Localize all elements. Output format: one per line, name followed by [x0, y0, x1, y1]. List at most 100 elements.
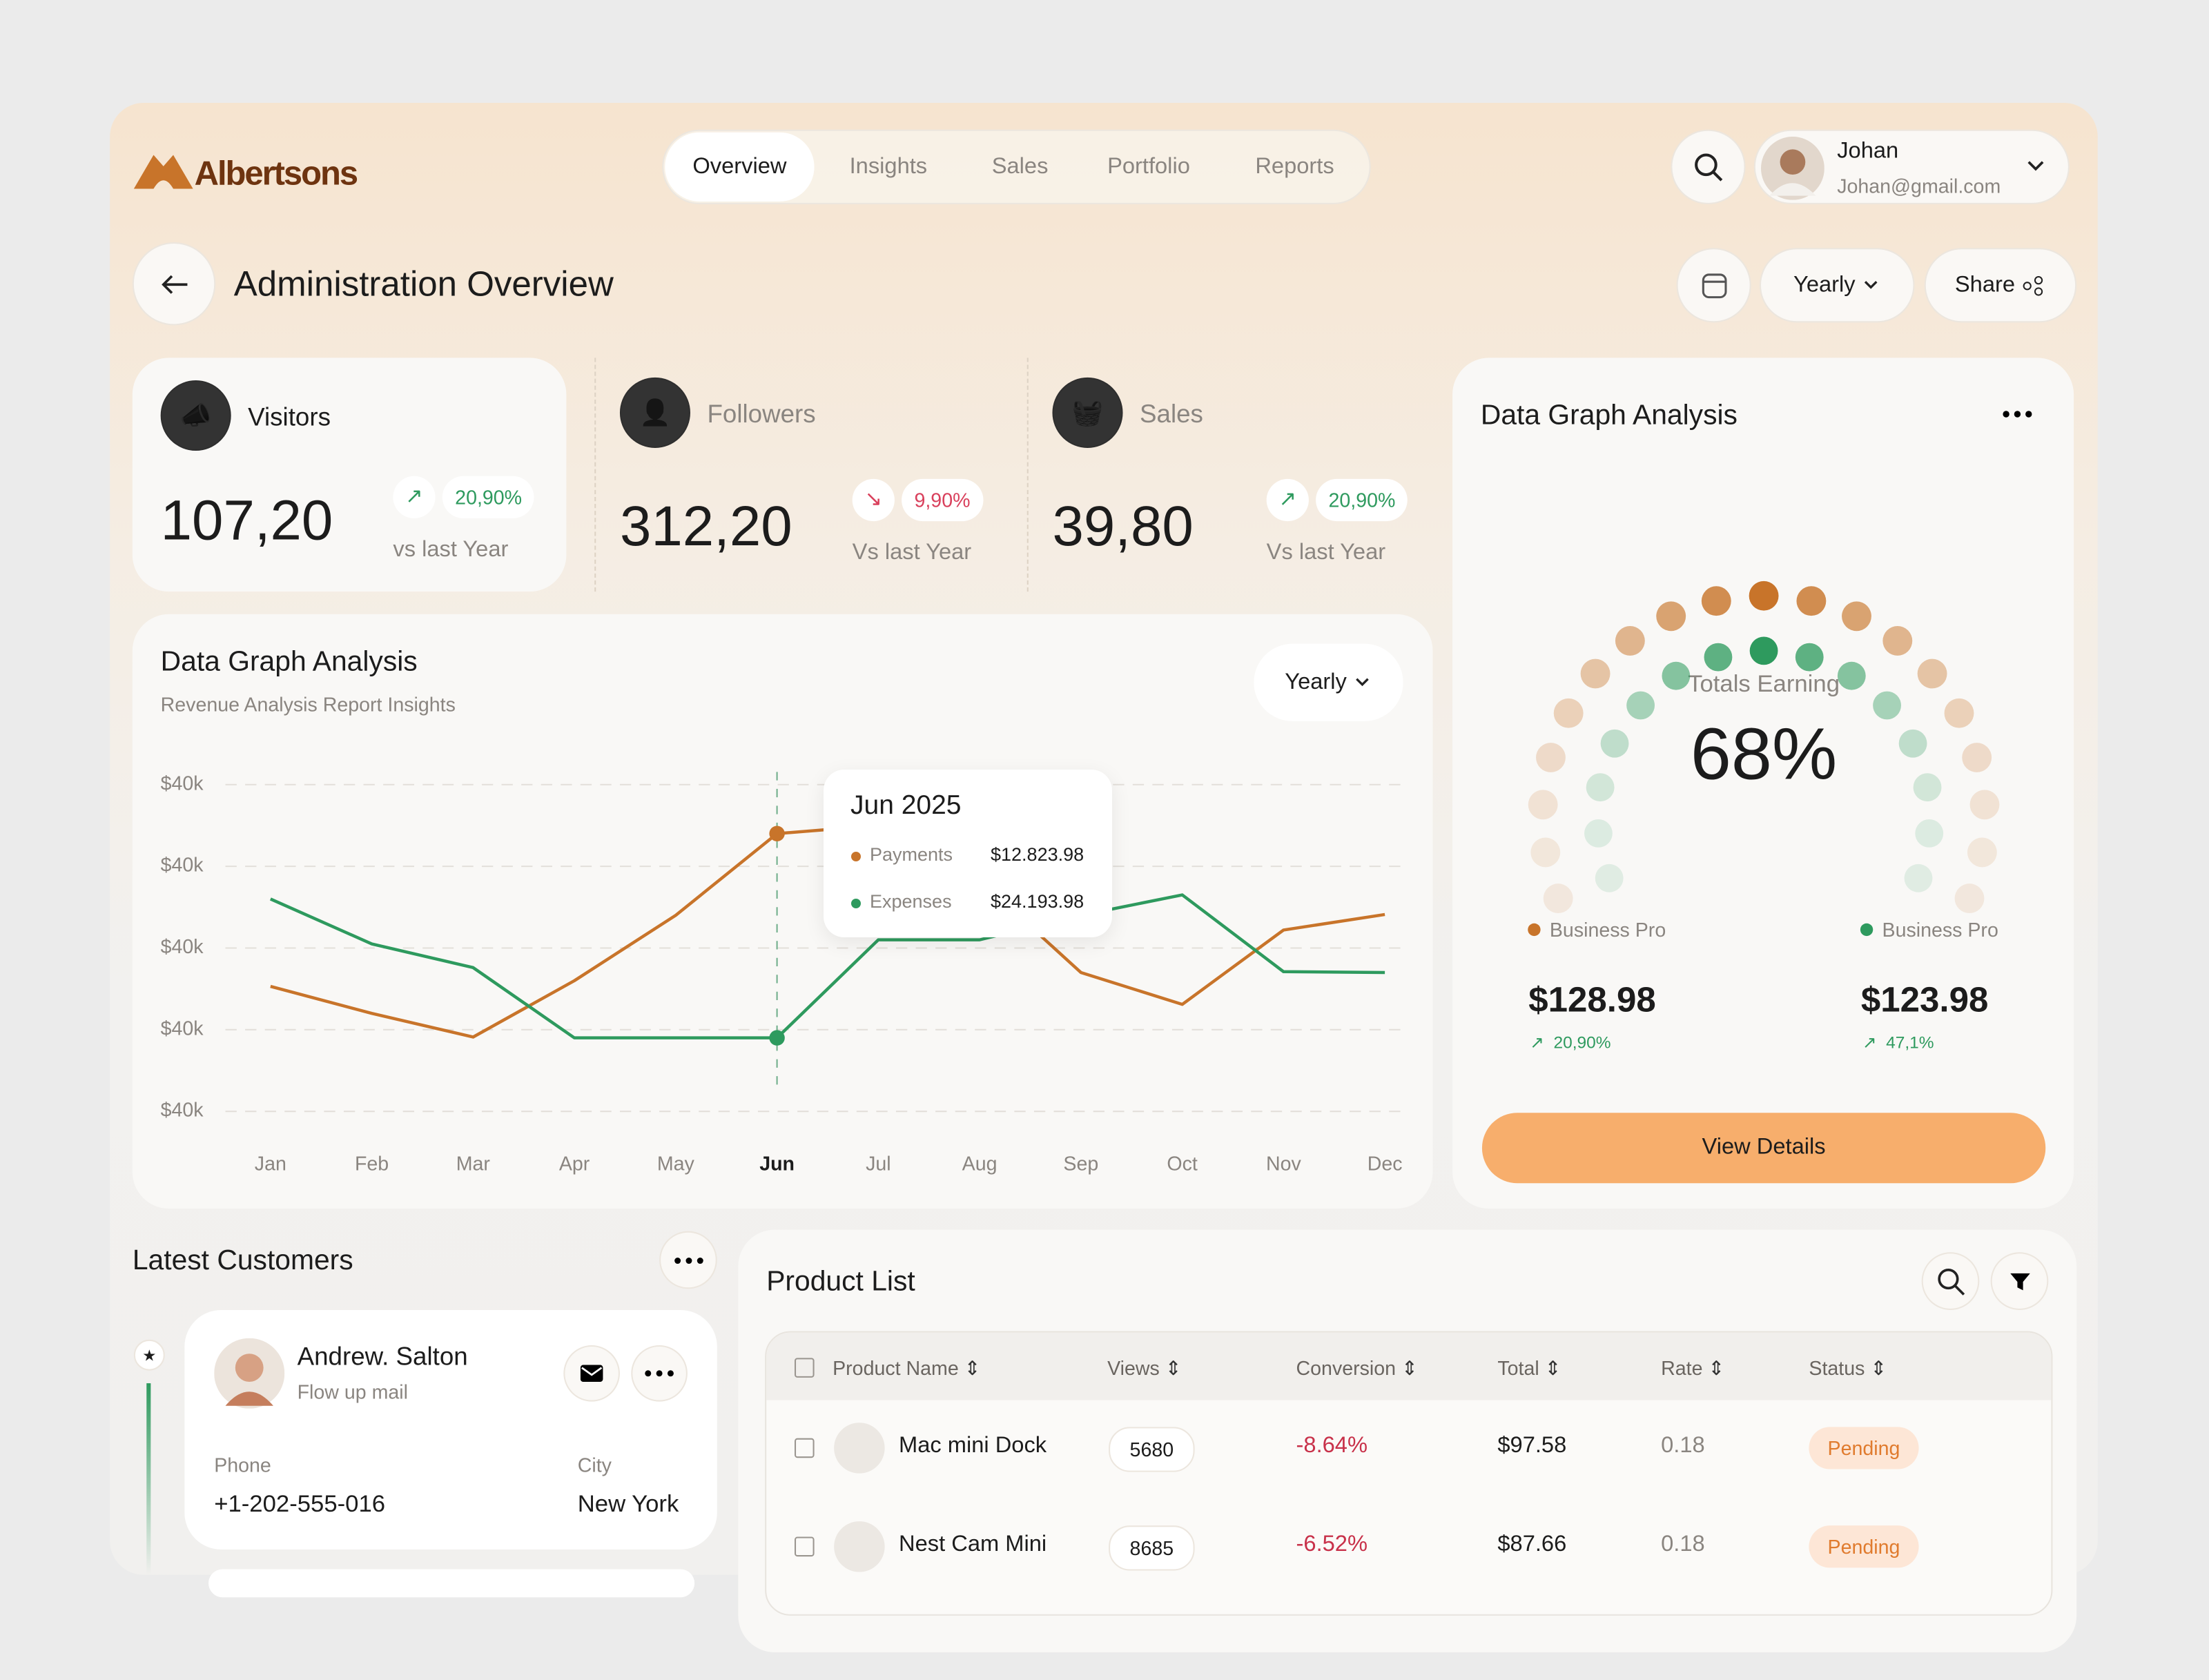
column-header[interactable]: Product Name ⇕ — [833, 1356, 981, 1379]
chart-card — [132, 614, 1433, 1209]
period-label[interactable]: Yearly — [1285, 670, 1347, 694]
x-tick-label: Aug — [962, 1153, 998, 1175]
back-button[interactable] — [132, 242, 216, 326]
gauge-dot — [1795, 643, 1824, 672]
chart-period-select[interactable]: Yearly — [1254, 643, 1403, 721]
customers-title: Latest Customers — [132, 1245, 353, 1276]
chart-subtitle: Revenue Analysis Report Insights — [160, 693, 456, 716]
gauge-dot — [1580, 658, 1610, 689]
kpi-note: vs last Year — [393, 538, 509, 563]
column-header[interactable]: Conversion ⇕ — [1296, 1356, 1418, 1379]
gauge-dot — [1842, 601, 1871, 632]
nav-label[interactable]: Overview — [692, 154, 787, 179]
y-tick-label: $40k — [161, 936, 204, 958]
gauge-dot — [1615, 626, 1645, 656]
sort-icon[interactable]: ⇕ — [1396, 1356, 1418, 1379]
gauge-dot — [1898, 729, 1927, 758]
column-header[interactable]: Views ⇕ — [1107, 1356, 1182, 1379]
gauge-dot — [1530, 837, 1561, 868]
sort-icon[interactable]: ⇕ — [958, 1356, 981, 1379]
filter-button[interactable] — [1990, 1252, 2049, 1310]
gauge-dot — [1915, 819, 1944, 848]
chevron — [2027, 161, 2044, 171]
calendar-button[interactable] — [1676, 248, 1751, 323]
customer-card-next — [208, 1569, 695, 1598]
x-tick-label: Apr — [559, 1153, 590, 1175]
button-label[interactable]: View Details — [1702, 1135, 1826, 1160]
product-total: $97.58 — [1497, 1434, 1567, 1458]
sort-icon[interactable]: ⇕ — [1865, 1356, 1887, 1379]
tooltip-value: $12.823.98 — [991, 844, 1084, 865]
gauge-dot — [1954, 883, 1985, 914]
nav-item[interactable]: Insights — [849, 155, 928, 179]
kpi-icon: 👤 — [619, 377, 690, 448]
legend-dot — [1528, 923, 1541, 937]
user-avatar — [1761, 136, 1824, 200]
x-tick-label: Sep — [1063, 1153, 1098, 1175]
nav-item[interactable]: Portfolio — [1107, 155, 1190, 179]
logo-text: Albertsons — [194, 155, 358, 193]
mail-button[interactable] — [563, 1345, 620, 1402]
gauge-dot — [1969, 790, 2000, 820]
search-button[interactable] — [1671, 129, 1746, 204]
search-button[interactable] — [1921, 1252, 1980, 1310]
column-header[interactable]: Status ⇕ — [1809, 1356, 1887, 1379]
product-rate: 0.18 — [1661, 1434, 1705, 1458]
change-value: 47,1% — [1886, 1032, 1934, 1053]
tooltip-dots — [851, 852, 861, 908]
nav-item[interactable]: Overview — [665, 132, 815, 202]
more-button[interactable] — [659, 1231, 717, 1289]
divider — [594, 358, 596, 592]
sort-icon[interactable]: ⇕ — [1159, 1356, 1182, 1379]
gauge-dot — [1796, 586, 1827, 616]
share-label[interactable]: Share — [1954, 272, 2016, 297]
x-tick-label: Nov — [1266, 1153, 1302, 1175]
checkbox[interactable] — [795, 1358, 815, 1378]
x-tick-label: Jun — [759, 1153, 795, 1175]
sort-icon[interactable]: ⇕ — [1702, 1356, 1725, 1379]
nav-item[interactable]: Sales — [991, 155, 1049, 179]
y-tick-label: $40k — [161, 854, 204, 877]
gauge-dot — [1528, 790, 1558, 820]
checkbox[interactable] — [795, 1536, 815, 1557]
nav-item[interactable]: Reports — [1255, 155, 1334, 179]
search-icon — [1937, 1267, 1965, 1295]
period-label[interactable]: Yearly — [1793, 272, 1856, 297]
more-button[interactable] — [2001, 409, 2034, 420]
dots-icon — [645, 1370, 674, 1377]
field-label: Phone — [214, 1454, 271, 1476]
checkbox[interactable] — [795, 1438, 815, 1458]
period-select[interactable]: Yearly — [1759, 248, 1915, 323]
kpi-value: 39,80 — [1052, 496, 1194, 558]
kpi-note: Vs last Year — [852, 540, 972, 565]
product-name: Nest Cam Mini — [899, 1532, 1047, 1557]
customer-avatar — [214, 1338, 285, 1409]
x-tick-label: Mar — [456, 1153, 491, 1175]
gauge-dot — [1662, 661, 1691, 690]
tooltip: Jun 2025 Payments $12.823.98 Expenses $2… — [824, 770, 1112, 937]
column-header[interactable]: Total ⇕ — [1497, 1356, 1561, 1379]
column-header[interactable]: Rate ⇕ — [1661, 1356, 1725, 1379]
calendar-icon — [1701, 273, 1726, 298]
table-header — [766, 1332, 2052, 1400]
earnings-change: ↗ 20,90% — [1530, 1032, 1611, 1053]
product-status: Pending — [1809, 1427, 1919, 1469]
gauge-dot — [1962, 743, 1992, 772]
more-button[interactable] — [631, 1345, 688, 1402]
sort-icon[interactable]: ⇕ — [1539, 1356, 1561, 1379]
gauge-dot — [1701, 586, 1731, 616]
earnings-card — [1452, 358, 2074, 1209]
view-details-button[interactable]: View Details — [1481, 1113, 2046, 1184]
gauge-dot — [1917, 658, 1947, 689]
x-tick-label: Dec — [1368, 1153, 1403, 1175]
gauge-dot — [1536, 743, 1566, 772]
legend-dot — [1860, 923, 1874, 937]
share-button[interactable]: Share — [1924, 248, 2077, 323]
mail-icon — [580, 1365, 603, 1383]
kpi-value: 312,20 — [619, 496, 792, 558]
kpi-icon: 🧺 — [1052, 377, 1123, 448]
product-image — [834, 1521, 885, 1572]
